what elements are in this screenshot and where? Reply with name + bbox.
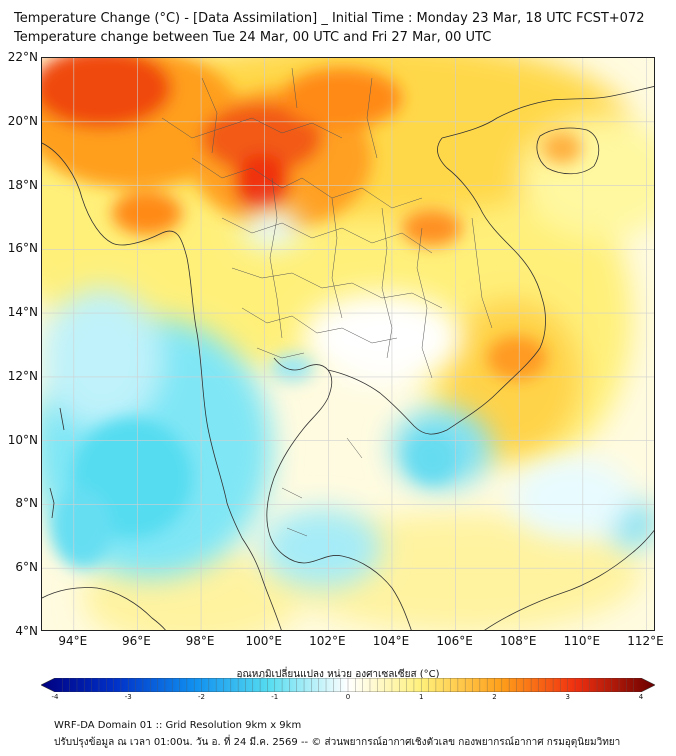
lon-label: 98°E	[185, 634, 215, 648]
lat-label: 10°N	[7, 432, 38, 447]
map-canvas	[42, 58, 654, 630]
colorbar-tick-label: -1	[271, 693, 279, 701]
lat-label: 12°N	[7, 368, 38, 383]
temperature-change-map	[41, 57, 655, 631]
colorbar-tick-label: 3	[565, 693, 570, 701]
colorbar-tick-label: 0	[345, 693, 351, 701]
lon-label: 106°E	[436, 634, 473, 648]
lat-lon-gridlines	[42, 58, 654, 630]
lat-label: 8°N	[15, 496, 38, 511]
footer-model-info: WRF-DA Domain 01 :: Grid Resolution 9km …	[54, 720, 302, 731]
colorbar-tick-label: 2	[492, 693, 497, 701]
footer-credit: ปรับปรุงข้อมูล ณ เวลา 01:00น. วัน อ. ที่…	[54, 737, 621, 748]
colorbar	[41, 678, 655, 692]
colorbar-tick-label: -3	[124, 693, 132, 701]
lon-label: 104°E	[372, 634, 410, 648]
map-subtitle: Temperature change between Tue 24 Mar, 0…	[14, 30, 492, 45]
lat-label: 16°N	[7, 241, 38, 256]
colorbar-tick-label: -4	[51, 693, 59, 701]
lat-label: 22°N	[7, 50, 38, 64]
colorbar-title: อุณหภูมิเปลี่ยนแปลง หน่วย องศาเซลเซียส (…	[236, 669, 440, 680]
lat-label: 4°N	[15, 624, 38, 638]
map-title: Temperature Change (°C) - [Data Assimila…	[14, 11, 645, 26]
lat-label: 14°N	[7, 305, 38, 320]
lon-label: 110°E	[563, 634, 601, 648]
colorbar-tick-label: 1	[419, 693, 424, 701]
lon-label: 112°E	[627, 634, 664, 648]
lat-label: 18°N	[7, 177, 38, 192]
lon-label: 108°E	[499, 634, 537, 648]
coastlines-and-borders	[42, 86, 654, 630]
lon-label: 96°E	[122, 634, 151, 648]
lon-label: 100°E	[245, 634, 282, 648]
province-boundaries	[161, 67, 493, 537]
lat-label: 6°N	[15, 560, 38, 575]
colorbar-tick-label: 4	[638, 693, 644, 701]
lon-label: 102°E	[309, 634, 346, 648]
lat-label: 20°N	[7, 113, 38, 128]
lon-label: 94°E	[58, 634, 88, 648]
temperature-field	[42, 58, 654, 630]
colorbar-tick-label: -2	[198, 693, 205, 701]
